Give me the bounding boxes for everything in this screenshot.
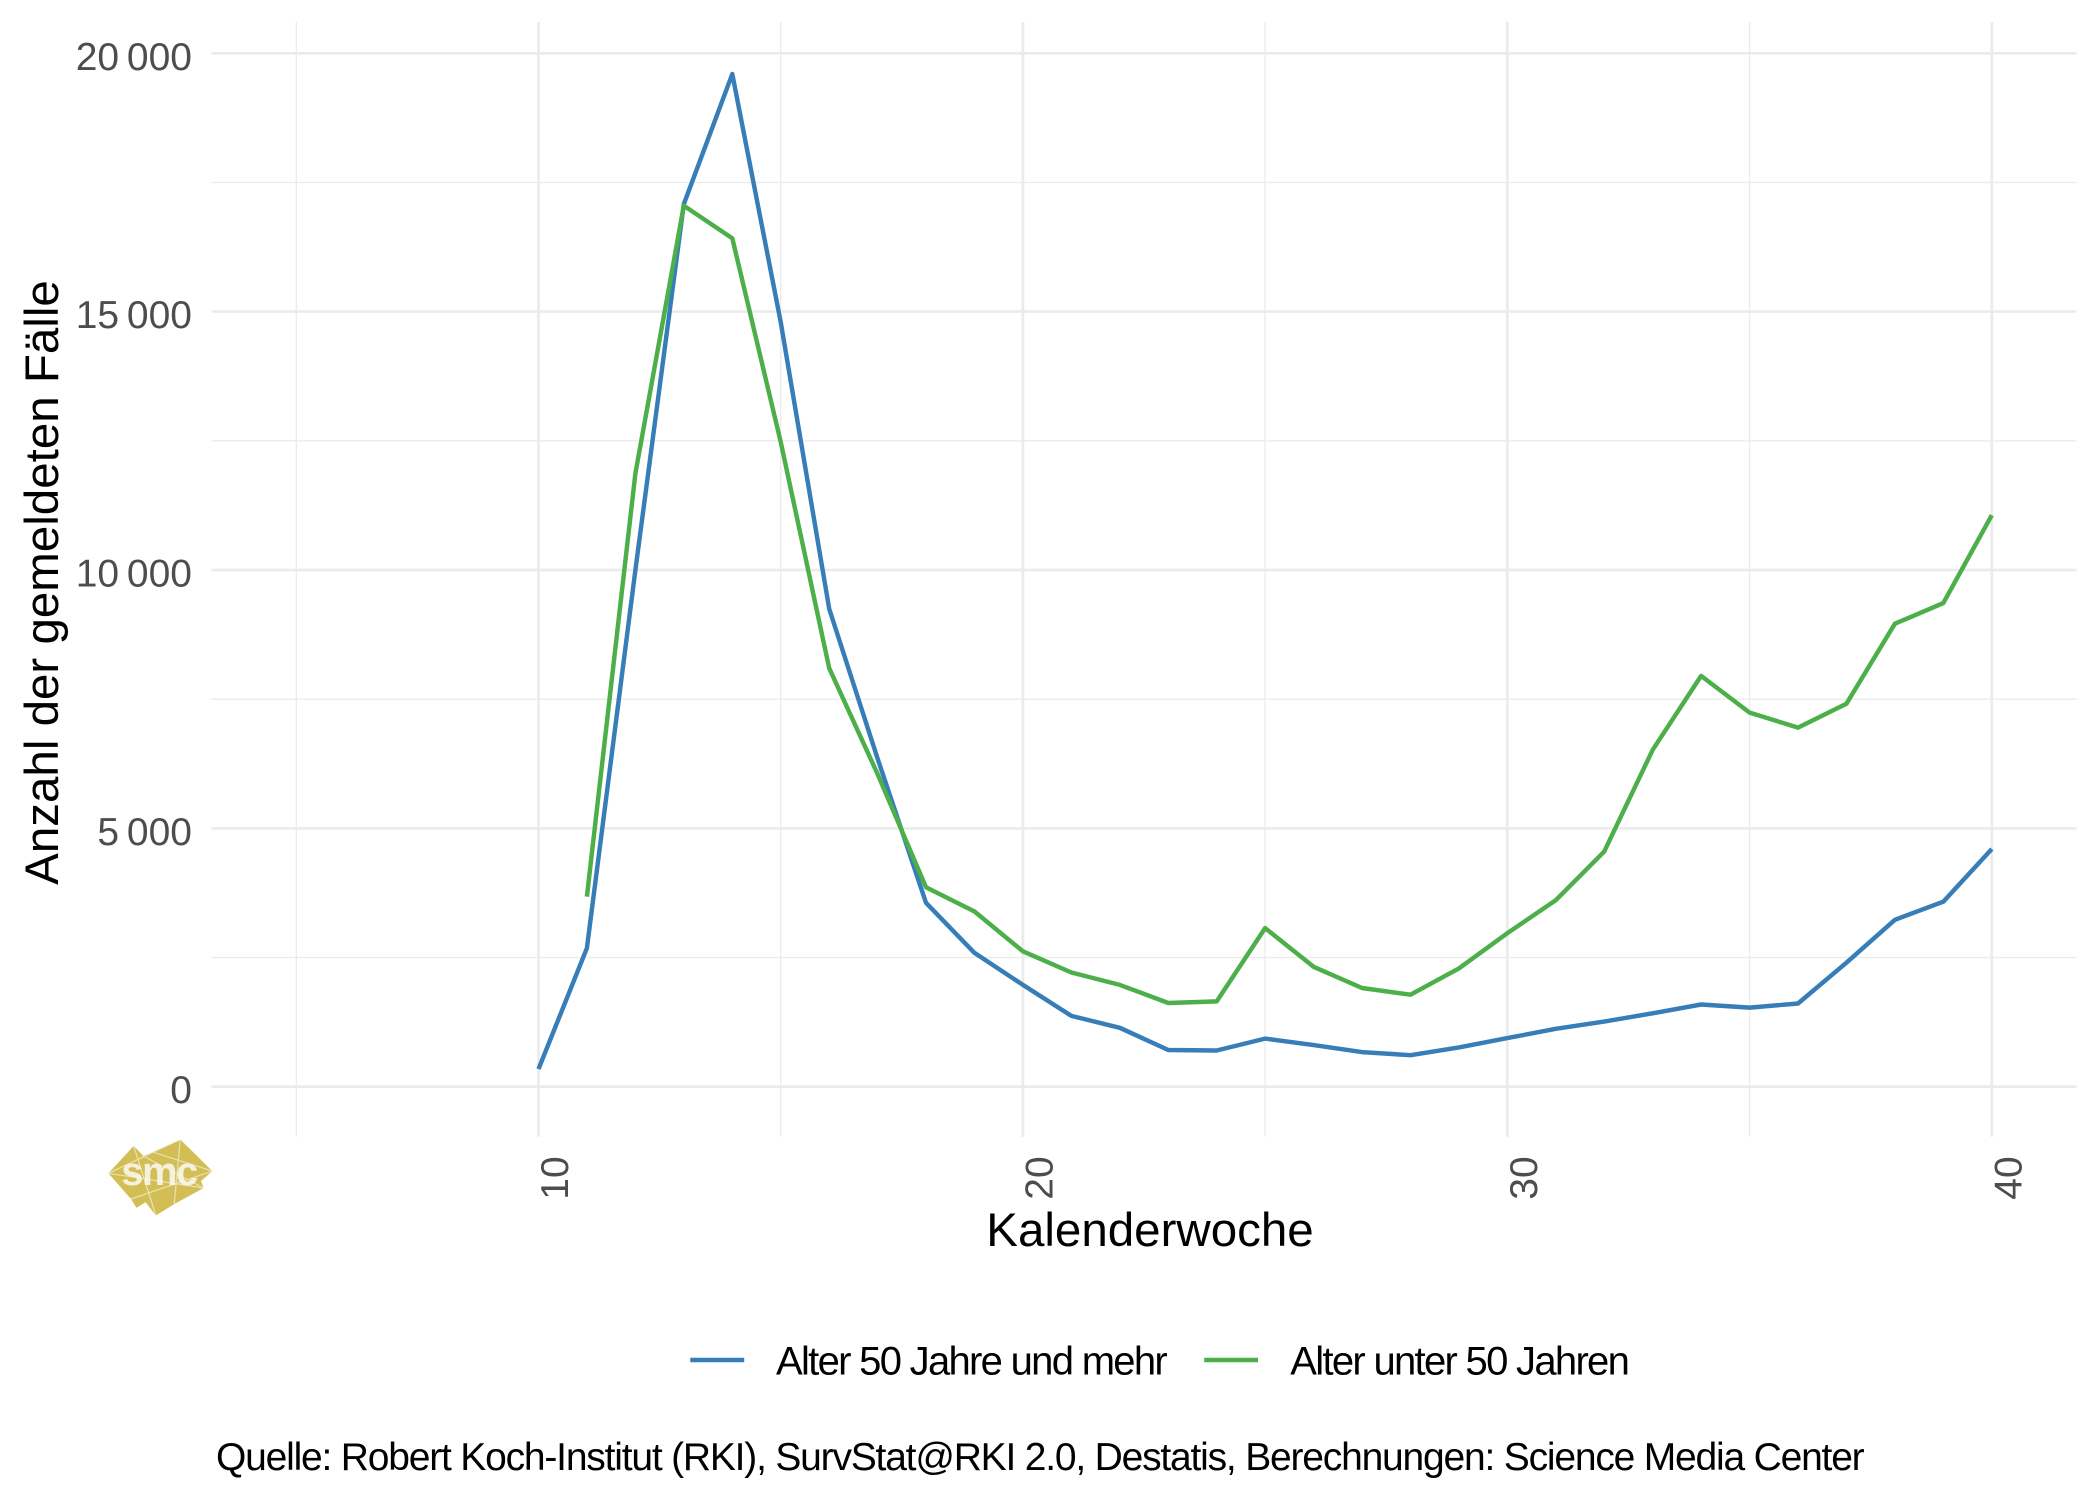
svg-text:20: 20 [1018,1156,1061,1199]
svg-text:5 000: 5 000 [97,811,192,854]
svg-text:Alter unter 50 Jahren: Alter unter 50 Jahren [1290,1339,1628,1383]
svg-text:smc: smc [121,1150,198,1194]
svg-text:0: 0 [170,1069,192,1112]
svg-text:40: 40 [1987,1156,2030,1199]
svg-text:Kalenderwoche: Kalenderwoche [986,1204,1313,1257]
svg-text:20 000: 20 000 [76,36,192,79]
svg-text:Quelle: Robert Koch-Institut (: Quelle: Robert Koch-Institut (RKI), Surv… [216,1436,1865,1479]
svg-text:Alter 50 Jahre und mehr: Alter 50 Jahre und mehr [776,1339,1167,1383]
svg-text:10 000: 10 000 [76,553,192,596]
svg-text:Anzahl der gemeldeten Fälle: Anzahl der gemeldeten Fälle [16,280,69,885]
svg-text:30: 30 [1503,1156,1546,1199]
svg-text:15 000: 15 000 [76,294,192,337]
svg-text:10: 10 [534,1156,577,1199]
